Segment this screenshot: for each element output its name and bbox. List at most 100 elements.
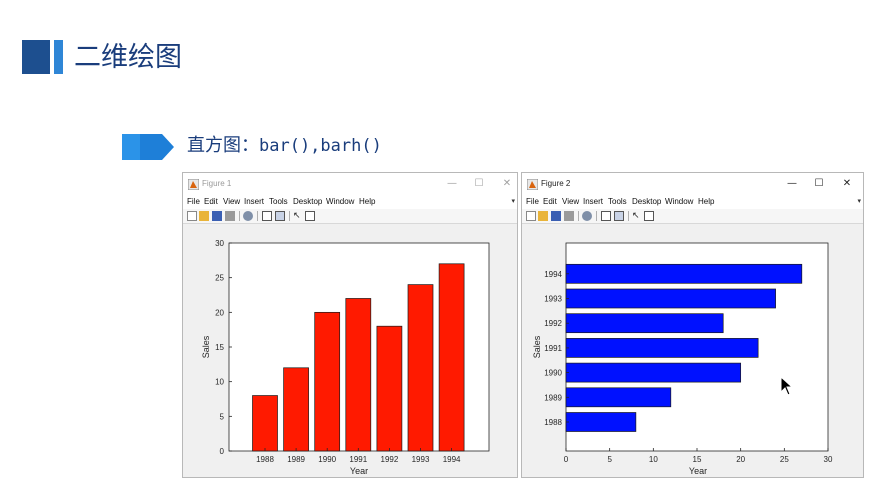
x-tick-label: 1988 [256, 455, 274, 464]
x-tick-label: 1990 [318, 455, 336, 464]
figure-2-title: Figure 2 [541, 179, 571, 188]
print-icon[interactable] [225, 211, 235, 221]
y-tick-label: 1989 [544, 393, 562, 402]
menu-help[interactable]: Help [359, 197, 376, 206]
zoom-icon[interactable] [582, 211, 592, 221]
toolbar-separator [257, 211, 258, 221]
toolbar-separator [596, 211, 597, 221]
bar [438, 263, 465, 452]
maximize-button[interactable]: ☐ [474, 178, 484, 189]
menu-view[interactable]: View [562, 197, 580, 206]
menu-window[interactable]: Window [665, 197, 694, 206]
close-button[interactable]: ✕ [842, 178, 852, 189]
menu-file[interactable]: File [526, 197, 539, 206]
x-tick-label: 1993 [412, 455, 430, 464]
x-tick-label: 5 [607, 455, 612, 464]
bar [565, 412, 637, 432]
bar [252, 395, 278, 452]
y-tick-label: 25 [215, 274, 224, 283]
subtitle-code: bar(),barh() [259, 136, 382, 156]
y-tick-label: 1991 [544, 344, 562, 353]
bar [314, 311, 341, 452]
x-tick-label: 1992 [381, 455, 399, 464]
bar [407, 284, 434, 452]
figure-2-window: Figure 2 — ☐ ✕ File Edit View Insert Too… [521, 172, 864, 478]
bar [565, 263, 803, 284]
menu-overflow-icon[interactable]: ▾ [511, 198, 515, 205]
y-axis-label: Sales [532, 335, 542, 358]
menu-desktop[interactable]: Desktop [293, 197, 323, 206]
link-icon[interactable] [601, 211, 611, 221]
subtitle-prefix: 直方图： [187, 135, 259, 156]
property-editor-icon[interactable] [644, 211, 654, 221]
y-tick-label: 1988 [544, 418, 562, 427]
close-button[interactable]: ✕ [502, 178, 512, 189]
x-tick-label: 1989 [287, 455, 305, 464]
menu-window[interactable]: Window [326, 197, 355, 206]
x-tick-label: 1991 [349, 455, 367, 464]
x-axis-label: Year [350, 466, 368, 476]
pointer-icon[interactable]: ↖ [632, 211, 640, 221]
new-figure-icon[interactable] [187, 211, 197, 221]
slide-title: 二维绘图 [74, 42, 182, 73]
bar [565, 313, 724, 334]
menu-tools[interactable]: Tools [269, 197, 288, 206]
y-tick-label: 20 [215, 308, 224, 317]
maximize-button[interactable]: ☐ [814, 178, 824, 189]
x-tick-label: 15 [693, 455, 702, 464]
y-tick-label: 0 [220, 447, 225, 456]
x-axis-label: Year [689, 466, 707, 476]
menu-tools[interactable]: Tools [608, 197, 627, 206]
menu-view[interactable]: View [223, 197, 241, 206]
minimize-button[interactable]: — [787, 178, 797, 189]
menu-file[interactable]: File [187, 197, 200, 206]
open-icon[interactable] [199, 211, 209, 221]
bar-chart-figure-1: 0 5 10 15 20 25 30 1988 1989 1990 1991 1992 1993 1994… [201, 239, 490, 476]
link-icon[interactable] [262, 211, 272, 221]
insert-colorbar-icon[interactable] [275, 211, 285, 221]
bar [565, 387, 672, 408]
bar [345, 298, 372, 452]
figure-2-titlebar[interactable]: Figure 2 — ☐ ✕ [522, 173, 863, 195]
menu-help[interactable]: Help [698, 197, 715, 206]
bar [283, 367, 309, 452]
y-tick-label: 5 [220, 412, 225, 421]
figure-1-menubar: File Edit View Insert Tools Desktop Wind… [183, 195, 517, 209]
open-icon[interactable] [538, 211, 548, 221]
bar [376, 325, 403, 452]
figure-1-title: Figure 1 [202, 179, 232, 188]
bar [565, 362, 742, 383]
toolbar-separator [578, 211, 579, 221]
insert-colorbar-icon[interactable] [614, 211, 624, 221]
menu-insert[interactable]: Insert [583, 197, 604, 206]
x-tick-label: 1994 [443, 455, 461, 464]
y-tick-label: 1992 [544, 319, 562, 328]
toolbar-separator [289, 211, 290, 221]
y-tick-label: 1990 [544, 369, 562, 378]
slide-marker-light [54, 40, 63, 74]
figure-2-toolbar: ↖ [522, 209, 863, 224]
save-icon[interactable] [212, 211, 222, 221]
property-editor-icon[interactable] [305, 211, 315, 221]
x-tick-label: 10 [649, 455, 658, 464]
toolbar-separator [239, 211, 240, 221]
pointer-icon[interactable]: ↖ [293, 211, 301, 221]
figure-2-menubar: File Edit View Insert Tools Desktop Wind… [522, 195, 863, 209]
menu-overflow-icon[interactable]: ▾ [857, 198, 861, 205]
x-tick-label: 25 [780, 455, 789, 464]
zoom-icon[interactable] [243, 211, 253, 221]
figure-app-icon [527, 179, 538, 190]
x-tick-label: 0 [564, 455, 569, 464]
mouse-cursor-icon [780, 376, 794, 396]
minimize-button[interactable]: — [447, 178, 457, 189]
print-icon[interactable] [564, 211, 574, 221]
menu-desktop[interactable]: Desktop [632, 197, 662, 206]
menu-insert[interactable]: Insert [244, 197, 265, 206]
menu-edit[interactable]: Edit [543, 197, 557, 206]
save-icon[interactable] [551, 211, 561, 221]
new-figure-icon[interactable] [526, 211, 536, 221]
slide-marker-dark [22, 40, 50, 74]
toolbar-separator [628, 211, 629, 221]
menu-edit[interactable]: Edit [204, 197, 218, 206]
figure-1-titlebar[interactable]: Figure 1 — ☐ ✕ [183, 173, 517, 195]
